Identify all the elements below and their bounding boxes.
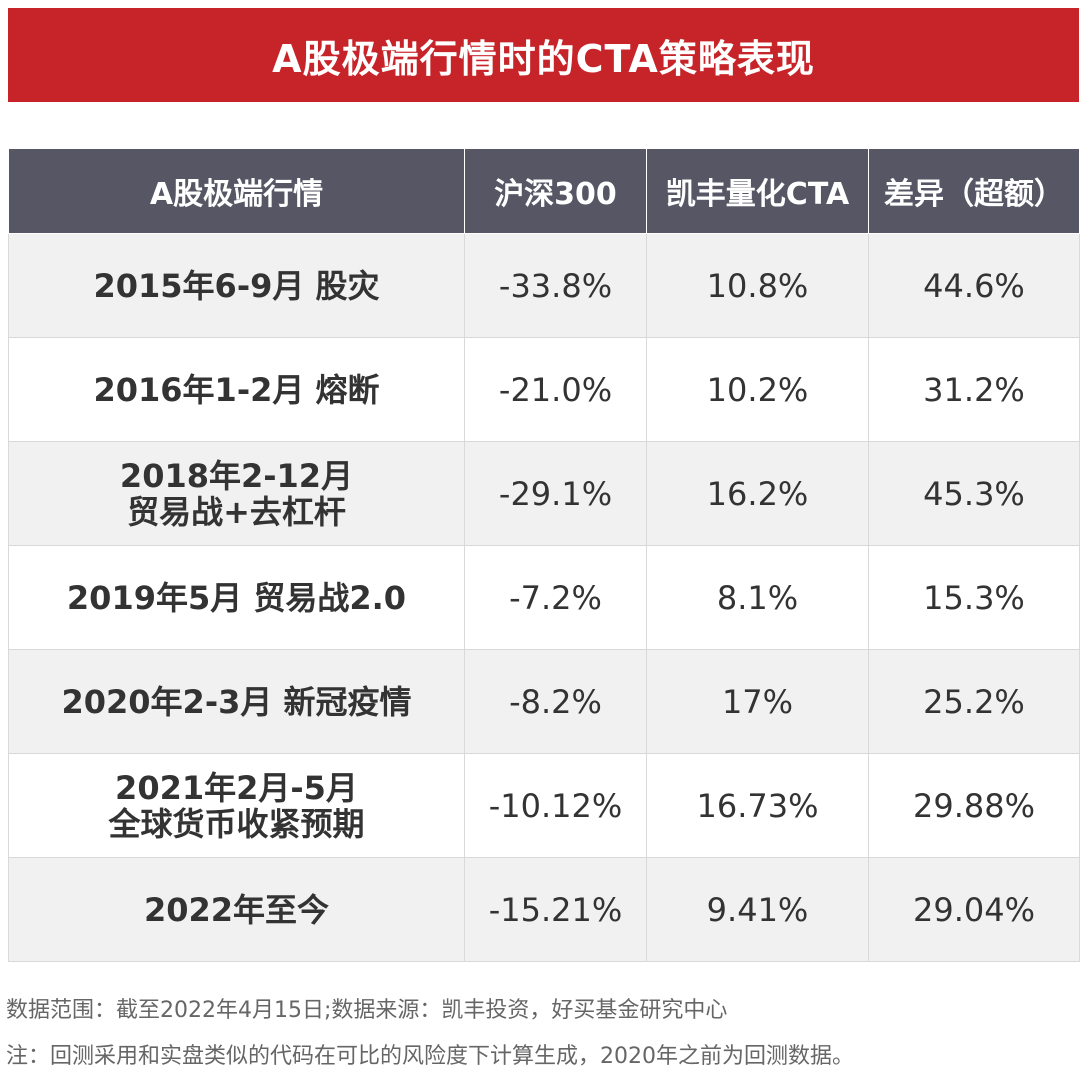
- table-row: 2015年6-9月 股灾 -33.8% 10.8% 44.6%: [8, 233, 1080, 338]
- period-event-label: 全球货币收紧预期: [108, 804, 365, 843]
- header-diff: 差异（超额）: [868, 148, 1080, 234]
- header-period: A股极端行情: [8, 148, 465, 234]
- cta-cell: 16.2%: [646, 441, 869, 546]
- table-header-row: A股极端行情 沪深300 凯丰量化CTA 差异（超额）: [8, 148, 1080, 234]
- page-title: A股极端行情时的CTA策略表现: [272, 36, 815, 81]
- cta-cell: 8.1%: [646, 545, 869, 650]
- period-event-label: 贸易战+去杠杆: [127, 492, 346, 531]
- period-label: 2020年2-3月 新冠疫情: [61, 682, 412, 721]
- hs300-cell: -8.2%: [464, 649, 647, 754]
- period-label: 2015年6-9月 股灾: [93, 266, 380, 305]
- table-row: 2021年2月-5月 全球货币收紧预期 -10.12% 16.73% 29.88…: [8, 753, 1080, 858]
- period-label: 2016年1-2月 熔断: [93, 370, 380, 409]
- hs300-cell: -7.2%: [464, 545, 647, 650]
- table-row: 2022年至今 -15.21% 9.41% 29.04%: [8, 857, 1080, 962]
- header-hs300: 沪深300: [464, 148, 647, 234]
- table-row: 2016年1-2月 熔断 -21.0% 10.2% 31.2%: [8, 337, 1080, 442]
- cta-cell: 17%: [646, 649, 869, 754]
- methodology-note: 注：回测采用和实盘类似的代码在可比的风险度下计算生成，2020年之前为回测数据。: [6, 1044, 854, 1069]
- title-banner: A股极端行情时的CTA策略表现: [8, 8, 1079, 102]
- period-label: 2018年2-12月: [119, 456, 354, 495]
- hs300-cell: -33.8%: [464, 233, 647, 338]
- cta-cell: 9.41%: [646, 857, 869, 962]
- diff-cell: 44.6%: [868, 233, 1080, 338]
- cta-cell: 16.73%: [646, 753, 869, 858]
- cta-cell: 10.8%: [646, 233, 869, 338]
- period-cell: 2021年2月-5月 全球货币收紧预期: [8, 753, 465, 858]
- cta-performance-table: A股极端行情 沪深300 凯丰量化CTA 差异（超额） 2015年6-9月 股灾…: [8, 148, 1080, 962]
- period-label: 2019年5月 贸易战2.0: [66, 578, 407, 617]
- hs300-cell: -15.21%: [464, 857, 647, 962]
- period-cell: 2018年2-12月 贸易战+去杠杆: [8, 441, 465, 546]
- table-row: 2018年2-12月 贸易战+去杠杆 -29.1% 16.2% 45.3%: [8, 441, 1080, 546]
- hs300-cell: -29.1%: [464, 441, 647, 546]
- hs300-cell: -10.12%: [464, 753, 647, 858]
- table-row: 2019年5月 贸易战2.0 -7.2% 8.1% 15.3%: [8, 545, 1080, 650]
- period-cell: 2022年至今: [8, 857, 465, 962]
- cta-cell: 10.2%: [646, 337, 869, 442]
- header-cta: 凯丰量化CTA: [646, 148, 869, 234]
- period-cell: 2019年5月 贸易战2.0: [8, 545, 465, 650]
- diff-cell: 31.2%: [868, 337, 1080, 442]
- diff-cell: 29.04%: [868, 857, 1080, 962]
- diff-cell: 29.88%: [868, 753, 1080, 858]
- diff-cell: 25.2%: [868, 649, 1080, 754]
- period-cell: 2015年6-9月 股灾: [8, 233, 465, 338]
- data-source-note: 数据范围：截至2022年4月15日;数据来源：凯丰投资，好买基金研究中心: [6, 998, 728, 1023]
- diff-cell: 45.3%: [868, 441, 1080, 546]
- period-label: 2021年2月-5月: [115, 768, 358, 807]
- table-row: 2020年2-3月 新冠疫情 -8.2% 17% 25.2%: [8, 649, 1080, 754]
- hs300-cell: -21.0%: [464, 337, 647, 442]
- diff-cell: 15.3%: [868, 545, 1080, 650]
- period-cell: 2020年2-3月 新冠疫情: [8, 649, 465, 754]
- period-cell: 2016年1-2月 熔断: [8, 337, 465, 442]
- period-label: 2022年至今: [143, 890, 330, 929]
